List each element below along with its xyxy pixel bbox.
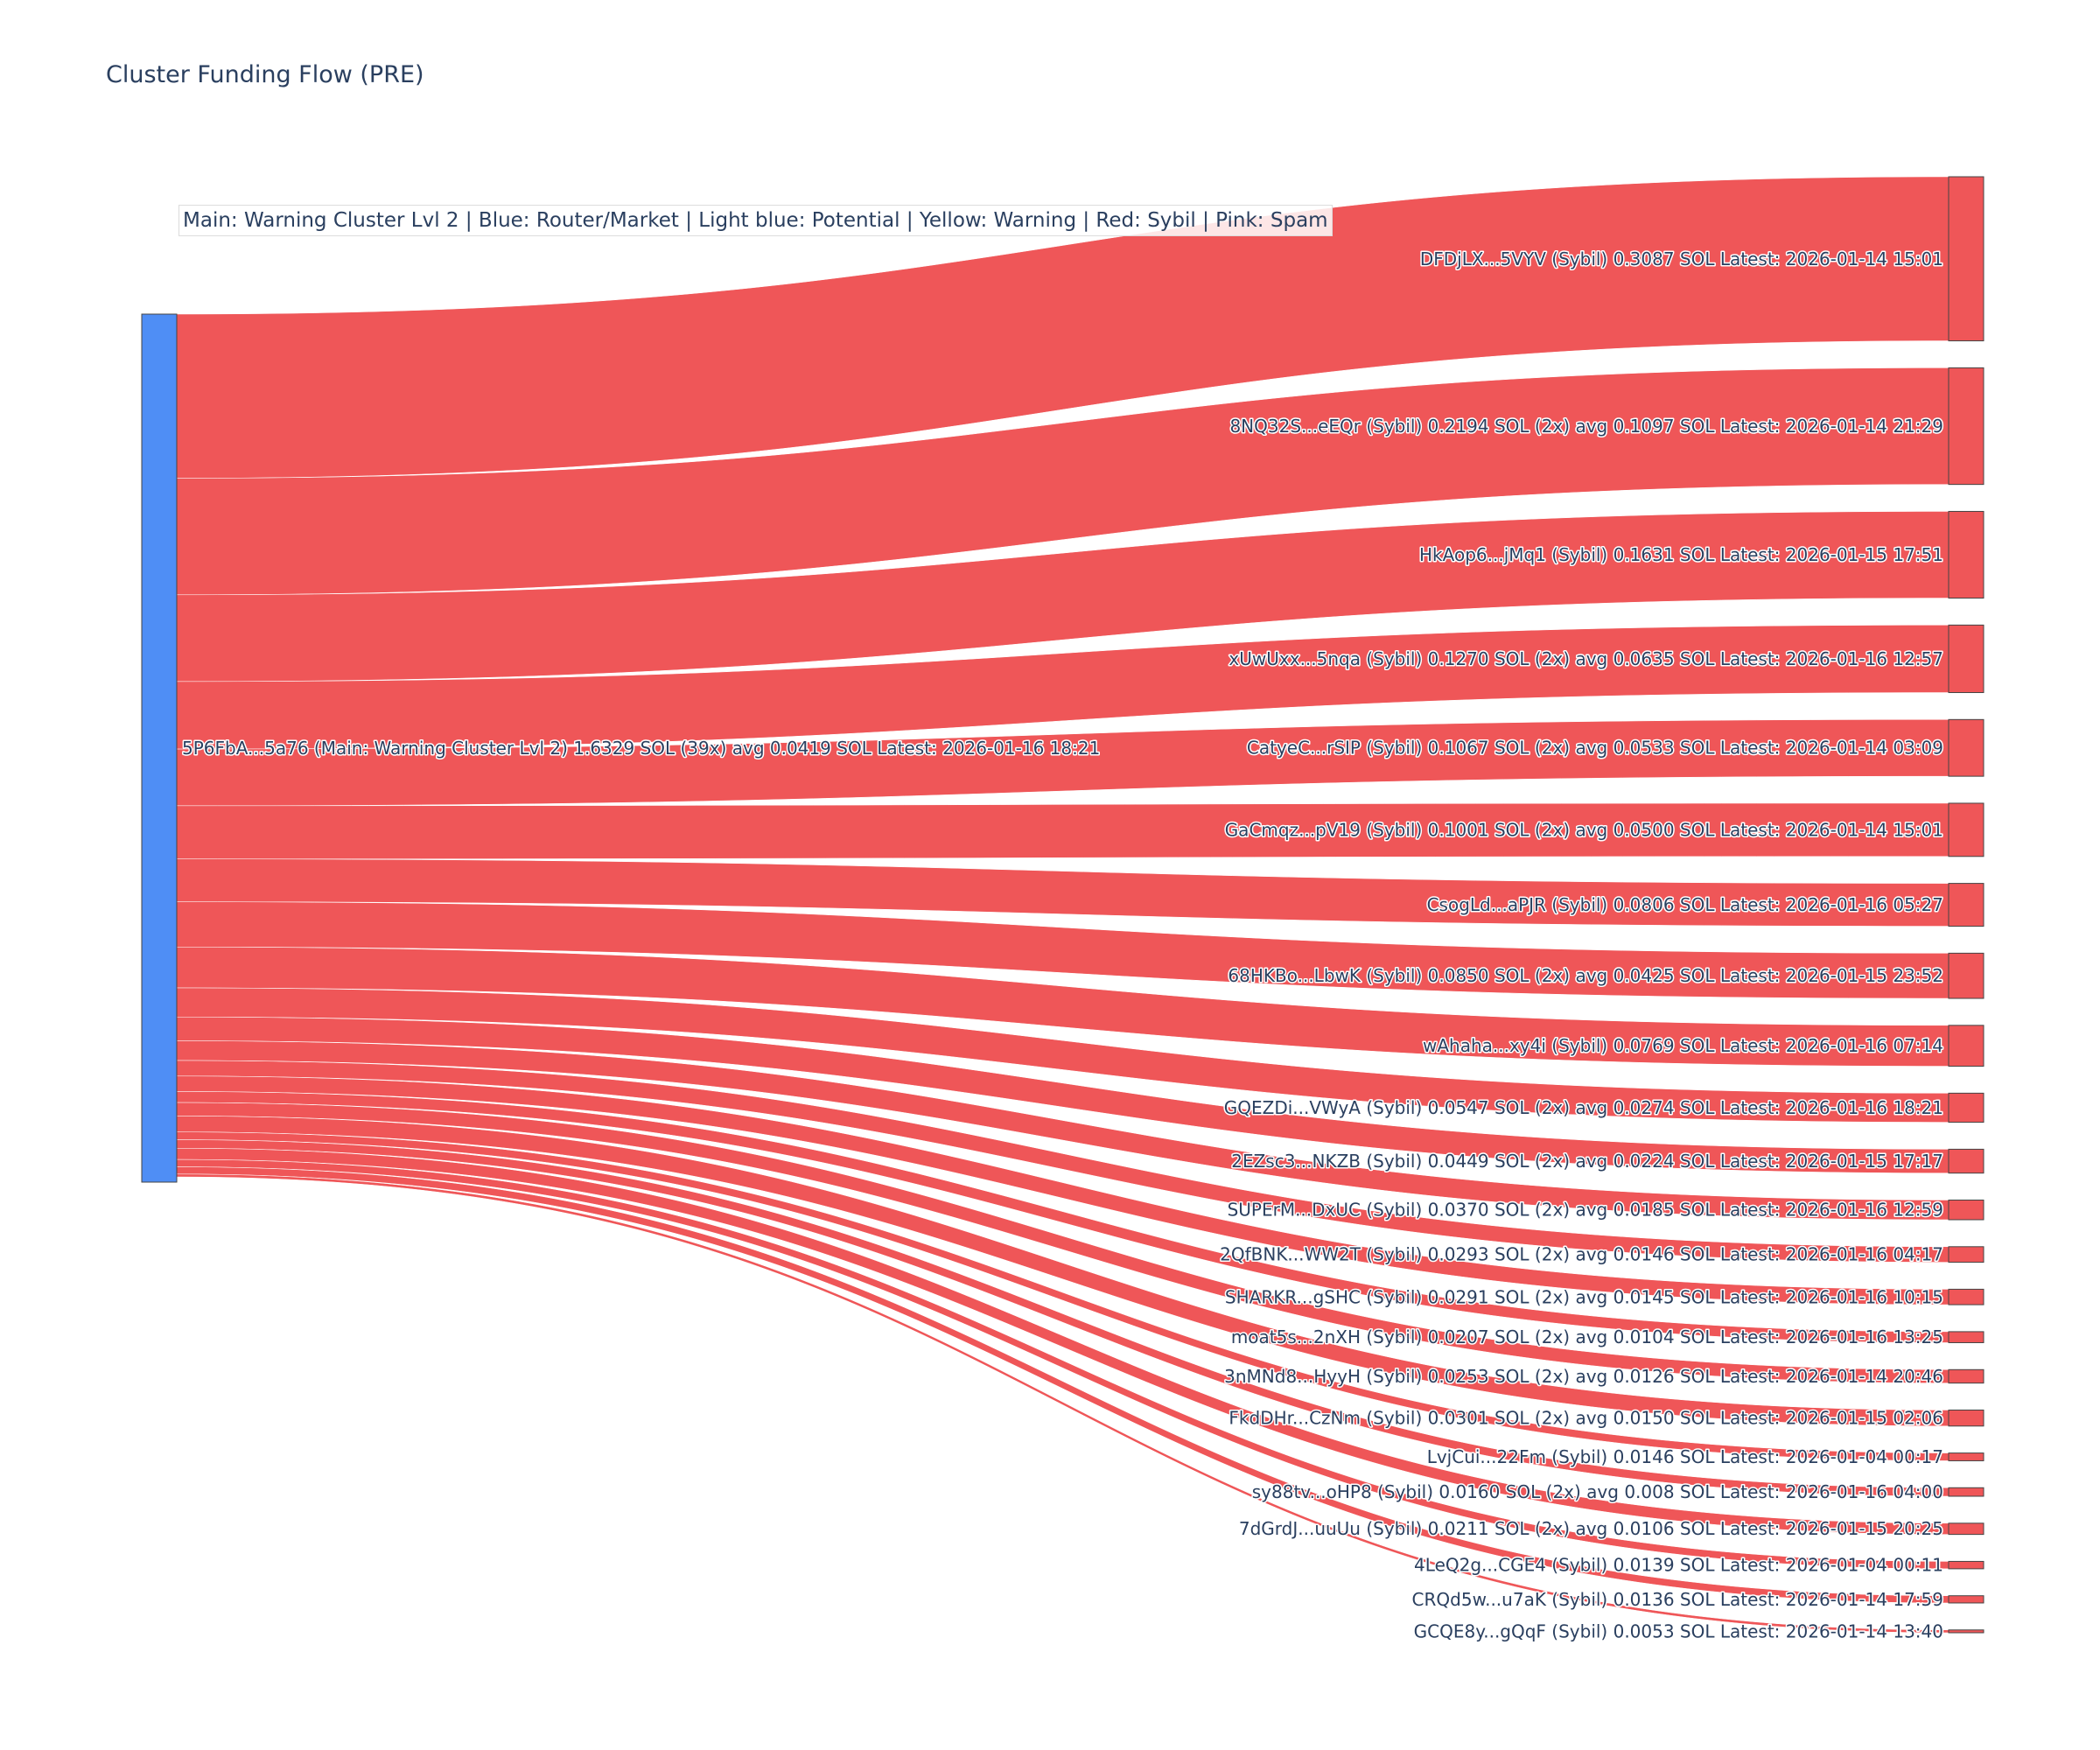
- target-node-label-8: 68HKBo...LbwK (Sybil) 0.0850 SOL (2x) av…: [1228, 965, 1943, 986]
- target-node-label-22: CRQd5w...u7aK (Sybil) 0.0136 SOL Latest:…: [1412, 1589, 1943, 1610]
- target-node-label-2: 8NQ32S...eEQr (Sybil) 0.2194 SOL (2x) av…: [1229, 416, 1943, 437]
- target-node-label-7: CsogLd...aPJR (Sybil) 0.0806 SOL Latest:…: [1427, 894, 1943, 915]
- target-node-14[interactable]: [1948, 1288, 1984, 1306]
- target-node-3[interactable]: [1948, 510, 1984, 599]
- target-node-23[interactable]: [1948, 1629, 1984, 1634]
- target-node-label-12: SUPErM...DxUC (Sybil) 0.0370 SOL (2x) av…: [1228, 1200, 1943, 1221]
- sankey-nodes: [141, 176, 1984, 1634]
- target-node-label-11: 2EZsc3...NKZB (Sybil) 0.0449 SOL (2x) av…: [1231, 1151, 1943, 1172]
- sankey-labels: 5P6FbA...5a76 (Main: Warning Cluster Lvl…: [181, 247, 1945, 1643]
- target-node-label-10: GQEZDi...VWyA (Sybil) 0.0547 SOL (2x) av…: [1224, 1097, 1943, 1118]
- sankey-links: [176, 176, 1950, 1634]
- target-node-label-3: HkAop6...jMq1 (Sybil) 0.1631 SOL Latest:…: [1419, 544, 1943, 565]
- target-node-label-17: FkdDHr...CzNm (Sybil) 0.0301 SOL (2x) av…: [1228, 1408, 1943, 1429]
- target-node-4[interactable]: [1948, 624, 1984, 694]
- target-node-label-21: 4LeQ2g...CGE4 (Sybil) 0.0139 SOL Latest:…: [1414, 1555, 1943, 1576]
- target-node-label-14: SHARKR...gSHC (Sybil) 0.0291 SOL (2x) av…: [1225, 1286, 1943, 1307]
- target-node-19[interactable]: [1948, 1487, 1984, 1497]
- target-node-label-5: CatyeC...rSIP (Sybil) 0.1067 SOL (2x) av…: [1247, 738, 1943, 759]
- target-node-9[interactable]: [1948, 1025, 1984, 1068]
- target-node-11[interactable]: [1948, 1148, 1984, 1174]
- target-node-16[interactable]: [1948, 1368, 1984, 1384]
- target-node-label-1: DFDjLX...5VYV (Sybil) 0.3087 SOL Latest:…: [1420, 248, 1943, 270]
- target-node-15[interactable]: [1948, 1331, 1984, 1343]
- source-node-label: 5P6FbA...5a76 (Main: Warning Cluster Lvl…: [182, 738, 1100, 759]
- target-node-2[interactable]: [1948, 367, 1984, 486]
- target-node-13[interactable]: [1948, 1246, 1984, 1264]
- target-node-7[interactable]: [1948, 883, 1984, 928]
- target-node-21[interactable]: [1948, 1560, 1984, 1570]
- target-node-label-16: 3nMNd8...HyyH (Sybil) 0.0253 SOL (2x) av…: [1224, 1366, 1943, 1387]
- target-node-label-6: GaCmqz...pV19 (Sybil) 0.1001 SOL (2x) av…: [1225, 819, 1943, 840]
- target-node-10[interactable]: [1948, 1092, 1984, 1124]
- target-node-8[interactable]: [1948, 952, 1984, 999]
- target-node-label-20: 7dGrdJ...uuUu (Sybil) 0.0211 SOL (2x) av…: [1239, 1518, 1943, 1539]
- legend-note: Main: Warning Cluster Lvl 2 | Blue: Rout…: [178, 205, 1333, 236]
- target-node-20[interactable]: [1948, 1522, 1984, 1536]
- target-node-label-19: sy88tv...oHP8 (Sybil) 0.0160 SOL (2x) av…: [1252, 1481, 1943, 1502]
- source-node[interactable]: [141, 313, 178, 1183]
- target-node-5[interactable]: [1948, 718, 1984, 777]
- target-node-label-9: wAhaha...xy4i (Sybil) 0.0769 SOL Latest:…: [1423, 1035, 1943, 1056]
- target-node-22[interactable]: [1948, 1595, 1984, 1604]
- target-node-12[interactable]: [1948, 1200, 1984, 1221]
- target-node-label-18: LvjCui...22Fm (Sybil) 0.0146 SOL Latest:…: [1427, 1446, 1943, 1467]
- chart-title: Cluster Funding Flow (PRE): [106, 61, 424, 88]
- target-node-17[interactable]: [1948, 1409, 1984, 1427]
- target-node-6[interactable]: [1948, 802, 1984, 858]
- target-node-label-15: moat5s...2nXH (Sybil) 0.0207 SOL (2x) av…: [1231, 1326, 1943, 1348]
- target-node-1[interactable]: [1948, 176, 1984, 342]
- target-node-18[interactable]: [1948, 1452, 1984, 1461]
- target-node-label-23: GCQE8y...gQqF (Sybil) 0.0053 SOL Latest:…: [1414, 1620, 1943, 1642]
- target-node-label-4: xUwUxx...5nqa (Sybil) 0.1270 SOL (2x) av…: [1228, 648, 1943, 669]
- target-node-label-13: 2QfBNK...WW2T (Sybil) 0.0293 SOL (2x) av…: [1220, 1244, 1943, 1265]
